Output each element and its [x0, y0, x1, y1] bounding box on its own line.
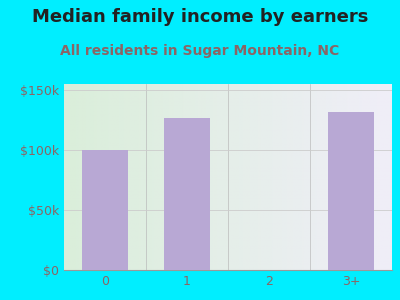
Text: Median family income by earners: Median family income by earners	[32, 8, 368, 26]
Text: All residents in Sugar Mountain, NC: All residents in Sugar Mountain, NC	[60, 44, 340, 58]
Bar	[164, 118, 210, 270]
Bar	[82, 150, 128, 270]
Bar	[328, 112, 374, 270]
